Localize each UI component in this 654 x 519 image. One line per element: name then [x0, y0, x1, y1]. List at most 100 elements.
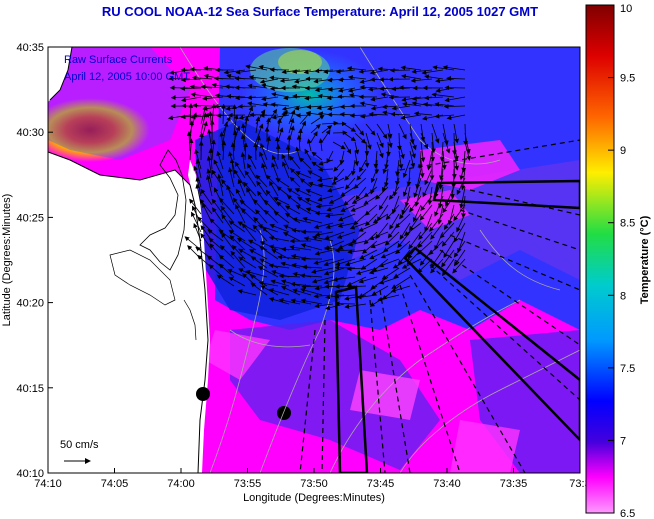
current-vector: [456, 177, 466, 196]
current-vector: [446, 76, 466, 81]
current-vector: [300, 273, 323, 279]
current-vector: [317, 177, 334, 183]
current-vector: [428, 240, 444, 256]
current-vector: [264, 209, 279, 224]
current-vector: [226, 184, 235, 206]
current-vector: [360, 258, 378, 270]
current-vector: [456, 213, 466, 233]
current-vector: [383, 168, 389, 188]
current-vector: [453, 222, 466, 243]
current-vector: [431, 92, 455, 98]
current-vector: [218, 254, 235, 269]
current-vector: [207, 128, 213, 152]
current-vector: [369, 69, 389, 75]
y-tick-label: 40:25: [16, 212, 44, 224]
current-vector: [282, 161, 290, 179]
current-vector: [355, 267, 378, 276]
current-vector: [289, 155, 301, 170]
current-vector: [300, 243, 323, 251]
current-vector: [302, 216, 323, 224]
current-vector: [289, 245, 312, 251]
current-vector: [401, 96, 422, 102]
current-vector: [321, 125, 333, 134]
current-vector: [265, 189, 279, 206]
current-vector: [387, 132, 393, 149]
current-vector: [363, 186, 378, 198]
current-vector: [233, 114, 239, 134]
current-vector: [170, 95, 191, 100]
current-vector: [401, 195, 411, 215]
current-vector: [398, 150, 404, 170]
x-tick-label: 74:00: [167, 478, 195, 490]
current-vector: [343, 141, 352, 155]
colorbar-tick-label: 8: [620, 290, 626, 302]
current-vector: [409, 195, 422, 213]
current-vector: [323, 258, 345, 267]
x-tick-label: 73:50: [300, 478, 328, 490]
current-vector: [427, 186, 433, 206]
current-vector: [347, 249, 367, 255]
current-vector: [438, 186, 444, 209]
current-vector: [277, 117, 282, 134]
current-vector: [442, 132, 451, 154]
current-vector: [453, 249, 466, 267]
current-vector: [429, 213, 444, 232]
current-vector: [273, 197, 290, 206]
current-vector: [452, 258, 466, 274]
current-vector: [290, 281, 312, 287]
current-vector: [414, 186, 422, 207]
current-vector: [259, 112, 279, 118]
current-vector: [375, 186, 389, 200]
current-vector: [387, 222, 400, 239]
colorbar-tick-label: 7.5: [620, 363, 635, 375]
colorbar-tick-label: 9: [620, 145, 626, 157]
current-vector: [313, 222, 334, 230]
current-vector: [450, 177, 455, 199]
current-vector: [280, 261, 301, 269]
current-vector: [386, 141, 391, 157]
colorbar: [585, 4, 615, 514]
current-vector: [400, 65, 422, 71]
y-tick-label: 40:15: [16, 383, 44, 395]
current-vector: [239, 199, 257, 215]
current-vector: [261, 96, 279, 102]
current-vector: [275, 177, 290, 188]
current-vector: [390, 111, 411, 117]
current-vector: [206, 174, 213, 197]
current-vector: [244, 170, 257, 188]
current-vector: [278, 298, 301, 305]
current-vector: [169, 69, 191, 75]
map-axes: 74:10 74:05 74:00 73:55 73:50 73:45 73:40 73:35…: [16, 42, 590, 490]
current-vector: [401, 74, 422, 80]
current-vector: [213, 76, 235, 81]
current-vector: [419, 159, 425, 179]
current-vector: [223, 69, 246, 75]
current-vector: [373, 150, 379, 169]
current-vector: [168, 114, 191, 121]
current-vector: [314, 303, 334, 309]
current-vector: [415, 168, 422, 190]
current-vector: [351, 195, 367, 204]
current-vector: [228, 276, 246, 287]
current-vector: [345, 177, 356, 190]
current-vector: [355, 186, 367, 201]
current-vector: [434, 231, 444, 251]
current-vector: [384, 231, 400, 246]
current-vector: [447, 204, 455, 226]
current-vector: [268, 235, 290, 242]
current-vector: [299, 157, 312, 170]
current-vector: [365, 123, 376, 136]
current-vector: [228, 220, 246, 233]
current-vector: [453, 123, 460, 144]
station-marker: [277, 406, 291, 420]
current-vector: [311, 151, 323, 161]
current-vector: [216, 274, 235, 287]
current-vector: [412, 204, 422, 223]
current-vector: [417, 231, 433, 248]
current-vector: [464, 141, 471, 161]
current-vector: [364, 141, 370, 156]
current-vector: [314, 249, 334, 256]
current-vector: [389, 67, 411, 73]
current-vector: [424, 213, 433, 233]
current-vector: [188, 138, 194, 161]
